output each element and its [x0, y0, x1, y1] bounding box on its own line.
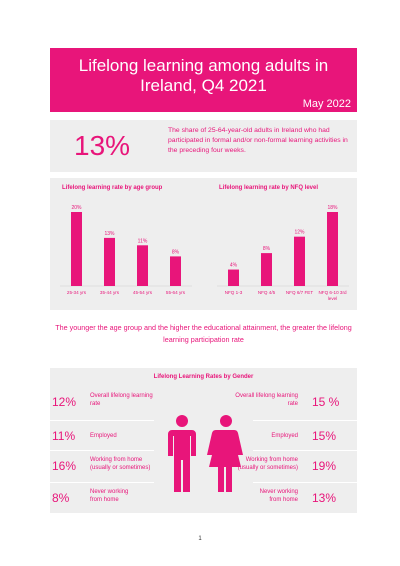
page-number: 1	[198, 536, 202, 542]
nfq-chart: 4% NFQ 1-3 8% NFQ 4/5 12% NFQ 6/7 FET 18% NFQ 6…	[217, 205, 349, 301]
row-divider	[253, 482, 357, 483]
age-chart-title: Lifelong learning rate by age group	[62, 185, 163, 191]
gender-row-employed: 11% Employed Employed 15%	[50, 422, 357, 450]
gender-figures	[168, 415, 243, 492]
age-chart: 20% 25-34 yrs 13% 35-44 yrs 11% 45-54 yrs 8% 55…	[60, 205, 192, 295]
row-divider	[50, 450, 154, 451]
chart-bar	[137, 245, 148, 286]
nfq-chart-title: Lifelong learning rate by NFQ level	[219, 185, 319, 191]
chart-bar	[261, 253, 272, 286]
summary-description: The share of 25-64-year-old adults in Ir…	[168, 127, 348, 154]
female-label: Working from home (usually or sometimes)	[237, 457, 298, 471]
chart-data-label: 13%	[104, 231, 115, 237]
chart-bar	[170, 256, 181, 286]
male-label: Overall lifelong learning rate	[90, 393, 153, 407]
female-label: Never working from home	[259, 489, 298, 503]
report-title-line-1: Lifelong learning among adults in	[78, 56, 329, 75]
male-value: 12%	[52, 395, 77, 409]
chart-bar	[104, 237, 115, 286]
male-label: Working from home (usually or sometimes)	[90, 457, 151, 471]
chart-data-label: 18%	[327, 205, 338, 211]
chart-category-label: 25-34 yrs	[67, 290, 87, 295]
chart-bar	[71, 212, 82, 286]
female-value: 19%	[312, 459, 337, 473]
male-label: Employed	[90, 433, 117, 439]
chart-category-label: 35-44 yrs	[100, 290, 120, 295]
female-value: 13%	[312, 491, 337, 505]
female-figure-icon	[207, 415, 243, 492]
gender-title: Lifelong Learning Rates by Gender	[153, 374, 254, 380]
row-divider	[50, 482, 154, 483]
summary-box: 13% The share of 25-64-year-old adults i…	[50, 120, 357, 172]
chart-category-label: level	[328, 296, 337, 301]
gender-row-never-wfh: 8% Never working from home Never working…	[50, 484, 357, 512]
chart-data-label: 8%	[263, 246, 271, 252]
male-value: 16%	[52, 459, 77, 473]
nfq-chart-panel: Lifelong learning rate by NFQ level 4% NF…	[207, 178, 357, 310]
report-title-line-2: Ireland, Q4 2021	[140, 76, 267, 95]
report-title: Lifelong learning among adults in Irelan…	[50, 56, 357, 96]
chart-data-label: 12%	[294, 230, 305, 236]
chart-data-label: 4%	[230, 263, 238, 269]
male-label: Never working from home	[90, 489, 129, 503]
female-label: Overall lifelong learning rate	[235, 393, 298, 407]
male-value: 8%	[52, 491, 70, 505]
report-header: Lifelong learning among adults in Irelan…	[50, 48, 357, 112]
chart-bar	[228, 269, 239, 286]
male-value: 11%	[52, 429, 76, 443]
chart-category-label: NFQ 1-3	[225, 290, 243, 295]
gender-row-overall: 12% Overall lifelong learning rate Overa…	[50, 388, 357, 416]
age-chart-panel: Lifelong learning rate by age group 20% 2…	[50, 178, 200, 310]
chart-bar	[327, 212, 338, 286]
chart-category-label: NFQ 4/5	[258, 290, 276, 295]
chart-category-label: NFQ 6/7 FET	[286, 290, 314, 295]
chart-category-label: NFQ 6-10 3rd	[318, 290, 347, 295]
chart-category-label: 55-64 yrs	[166, 290, 186, 295]
female-value: 15 %	[312, 395, 340, 409]
summary-value: 13%	[74, 130, 131, 161]
report-date: May 2022	[302, 98, 351, 110]
female-label: Employed	[271, 433, 298, 439]
charts-section: Lifelong learning rate by age group 20% 2…	[50, 178, 357, 310]
chart-caption: The younger the age group and the higher…	[55, 323, 352, 344]
chart-data-label: 8%	[172, 249, 180, 255]
chart-data-label: 20%	[71, 205, 82, 211]
gender-row-wfh: 16% Working from home (usually or someti…	[50, 452, 357, 480]
chart-bar	[294, 236, 305, 286]
gender-section: Lifelong Learning Rates by Gender 12% Ov…	[50, 368, 357, 513]
row-divider	[253, 450, 357, 451]
chart-data-label: 11%	[138, 238, 148, 244]
female-value: 15%	[312, 429, 337, 443]
row-divider	[50, 420, 154, 421]
chart-category-label: 45-54 yrs	[133, 290, 153, 295]
row-divider	[253, 420, 357, 421]
male-figure-icon	[168, 415, 196, 492]
